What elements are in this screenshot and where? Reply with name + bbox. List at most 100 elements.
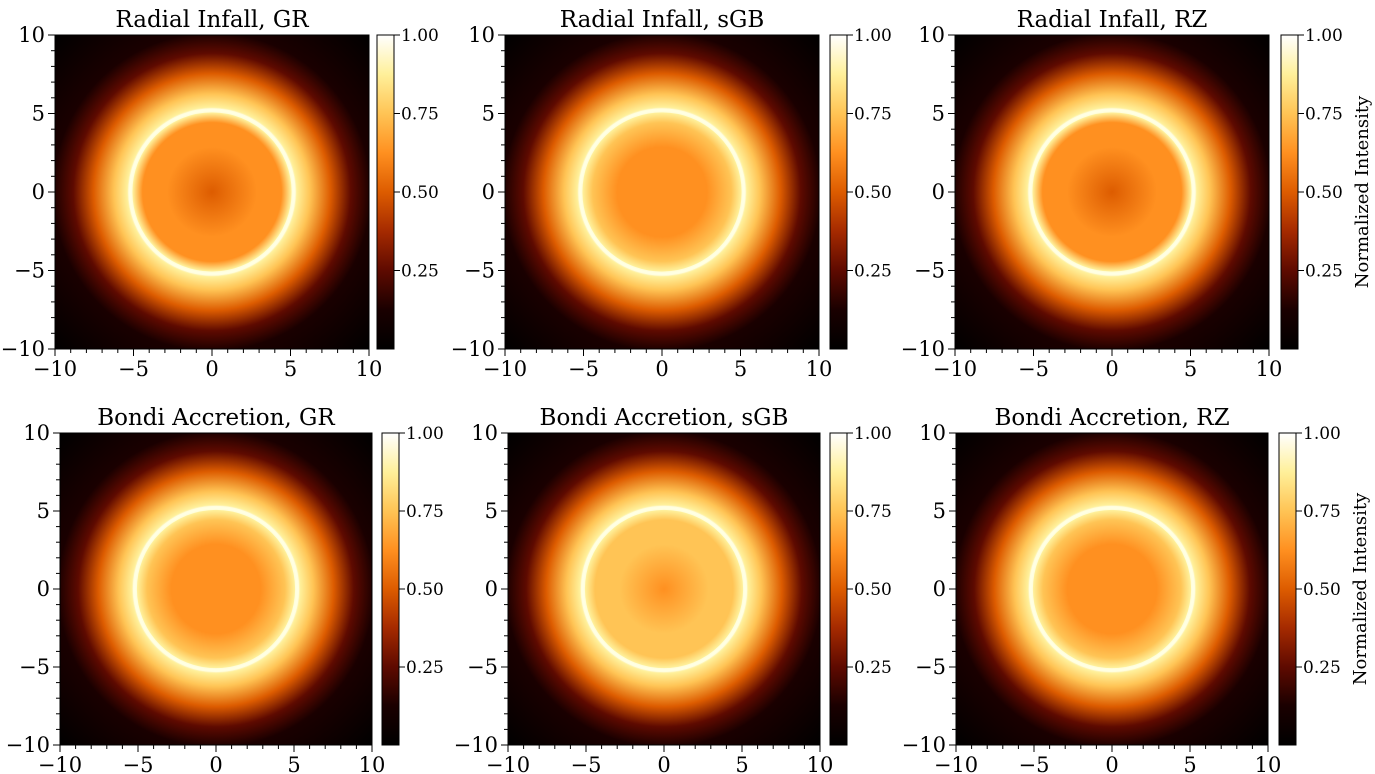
y-tick-label: −5: [915, 655, 946, 679]
x-tick-label: 0: [1105, 357, 1118, 381]
x-tick-label: 0: [209, 753, 222, 774]
colorbar-tick-label: 1.00: [854, 26, 892, 46]
colorbar-tick-label: 0.75: [854, 105, 892, 125]
x-tick-label: 0: [205, 357, 218, 381]
x-tick-label: 10: [1256, 357, 1283, 381]
x-tick-label: 10: [356, 357, 383, 381]
y-tick-label: 0: [37, 577, 50, 601]
x-tick-label: −5: [571, 753, 602, 774]
x-tick-label: −5: [118, 357, 149, 381]
colorbar-tick-label: 0.75: [1305, 105, 1343, 125]
y-tick-label: 10: [23, 421, 50, 445]
y-tick-label: 10: [471, 421, 498, 445]
y-tick-label: −10: [6, 733, 50, 757]
x-tick-label: 10: [359, 753, 386, 774]
x-tick-label: 0: [657, 753, 670, 774]
x-tick-label: −5: [568, 357, 599, 381]
x-tick-label: −5: [1018, 357, 1049, 381]
y-tick-label: −5: [19, 655, 50, 679]
panel-title: Bondi Accretion, GR: [97, 405, 335, 431]
colorbar-tick-label: 0.75: [401, 105, 439, 125]
photon-ring: [1028, 505, 1196, 673]
x-tick-label: 10: [807, 753, 834, 774]
colorbar-tick-label: 1.00: [854, 424, 892, 444]
y-tick-label: −5: [467, 655, 498, 679]
y-tick-label: 5: [485, 499, 498, 523]
x-tick-label: −10: [933, 357, 977, 381]
y-tick-label: 0: [482, 180, 495, 204]
x-tick-label: 5: [734, 357, 747, 381]
y-tick-label: −10: [901, 337, 945, 361]
y-tick-label: 5: [482, 102, 495, 126]
x-tick-label: 10: [806, 357, 833, 381]
colorbar-tick-label: 0.25: [401, 262, 439, 282]
y-tick-label: −10: [1, 337, 45, 361]
y-tick-label: −5: [914, 259, 945, 283]
x-tick-label: 5: [1183, 753, 1196, 774]
x-tick-label: −10: [38, 753, 82, 774]
y-tick-label: 10: [918, 23, 945, 47]
heatmap-image: [505, 35, 819, 349]
x-tick-label: 5: [284, 357, 297, 381]
y-tick-label: 5: [932, 102, 945, 126]
y-tick-label: 5: [933, 499, 946, 523]
panel-title: Radial Infall, RZ: [1017, 7, 1208, 33]
colorbar-tick-label: 0.25: [854, 658, 892, 678]
colorbar-label: Normalized Intensity: [1350, 492, 1371, 685]
colorbar-tick-label: 0.25: [406, 658, 444, 678]
x-tick-label: 5: [735, 753, 748, 774]
y-tick-label: −10: [451, 337, 495, 361]
photon-ring: [1028, 108, 1196, 276]
x-tick-label: −5: [1019, 753, 1050, 774]
panel-title: Radial Infall, GR: [115, 7, 309, 33]
colorbar-tick-label: 0.50: [401, 183, 439, 203]
x-tick-label: −10: [934, 753, 978, 774]
colorbar-tick-label: 0.50: [406, 580, 444, 600]
colorbar-tick-label: 1.00: [1303, 424, 1341, 444]
colorbar-tick-label: 1.00: [401, 26, 439, 46]
y-tick-label: 0: [485, 577, 498, 601]
colorbar-tick-label: 0.50: [1303, 580, 1341, 600]
heatmap-image: [508, 433, 820, 745]
x-tick-label: −5: [123, 753, 154, 774]
heatmap-image: [956, 433, 1268, 745]
y-tick-label: −10: [454, 733, 498, 757]
x-tick-label: −10: [483, 357, 527, 381]
colorbar-tick-label: 0.25: [854, 262, 892, 282]
x-tick-label: 10: [1255, 753, 1282, 774]
colorbar-tick-label: 0.50: [854, 183, 892, 203]
colorbar: [1278, 432, 1297, 746]
heatmap-image: [955, 35, 1269, 349]
colorbar-tick-label: 0.75: [406, 502, 444, 522]
photon-ring: [578, 108, 746, 276]
y-tick-label: −5: [14, 259, 45, 283]
y-tick-label: 10: [468, 23, 495, 47]
x-tick-label: 0: [655, 357, 668, 381]
y-tick-label: 5: [32, 102, 45, 126]
panel-title: Radial Infall, sGB: [560, 7, 765, 33]
colorbar-tick-label: 0.50: [854, 580, 892, 600]
panel-title: Bondi Accretion, RZ: [994, 405, 1229, 431]
x-tick-label: 0: [1105, 753, 1118, 774]
y-tick-label: 5: [37, 499, 50, 523]
colorbar-label: Normalized Intensity: [1352, 95, 1373, 288]
y-tick-label: 0: [933, 577, 946, 601]
x-tick-label: 5: [1184, 357, 1197, 381]
y-tick-label: −10: [902, 733, 946, 757]
colorbar-tick-label: 0.75: [1303, 502, 1341, 522]
x-tick-label: −10: [33, 357, 77, 381]
photon-ring: [580, 505, 748, 673]
photon-ring: [132, 505, 300, 673]
x-tick-label: −10: [486, 753, 530, 774]
colorbar-tick-label: 0.25: [1305, 262, 1343, 282]
heatmap-image: [55, 35, 369, 349]
heatmap-image: [60, 433, 372, 745]
colorbar-tick-label: 0.25: [1303, 658, 1341, 678]
y-tick-label: 10: [18, 23, 45, 47]
